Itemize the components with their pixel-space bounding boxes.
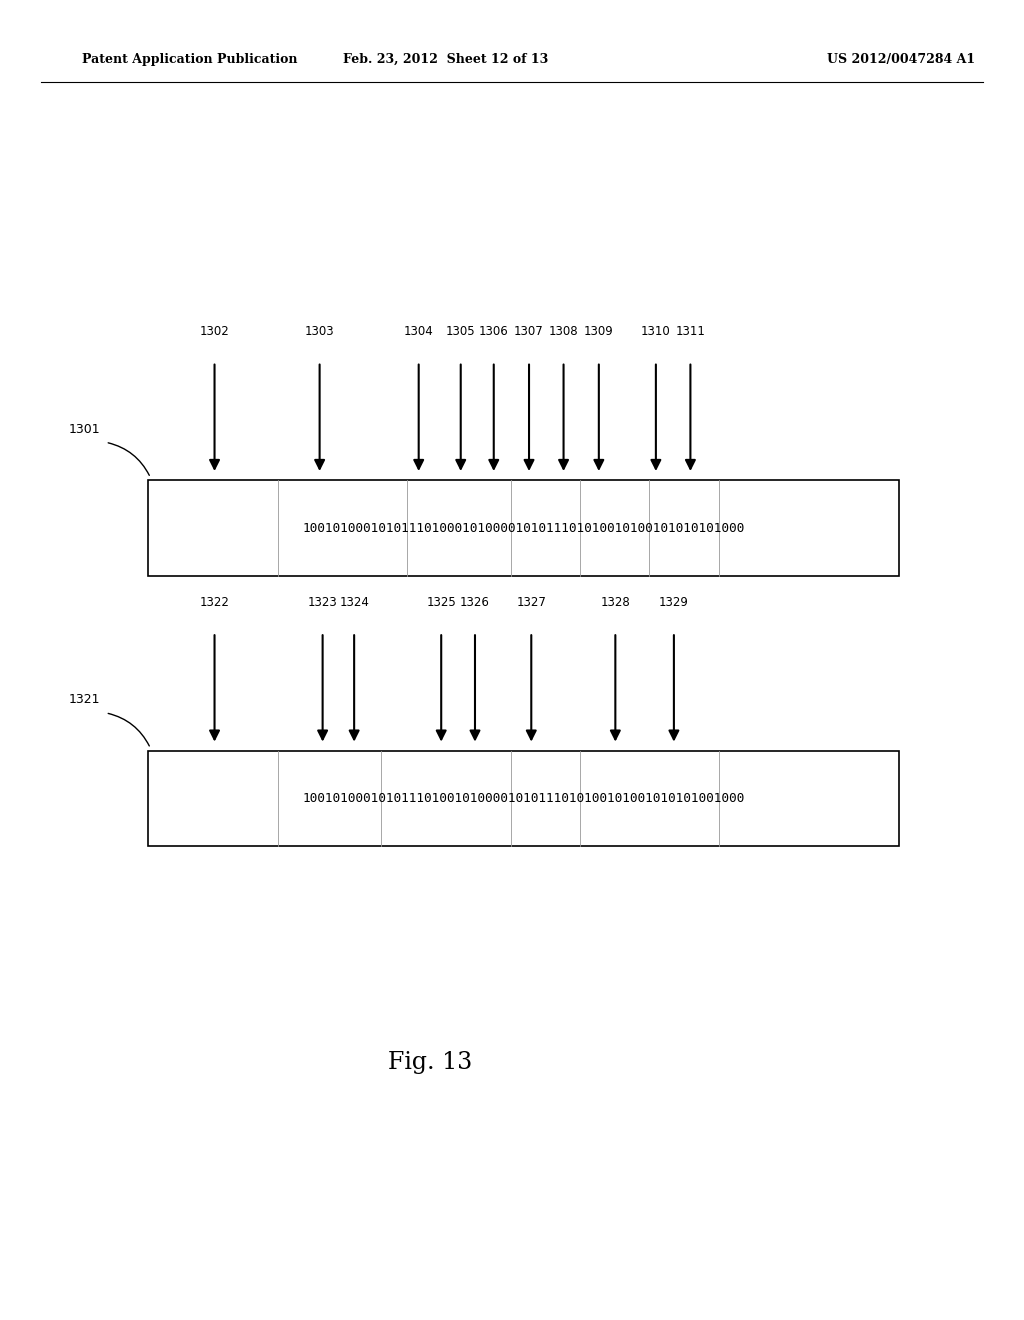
FancyArrowPatch shape bbox=[109, 442, 150, 475]
Text: 1306: 1306 bbox=[479, 325, 509, 338]
Text: 1001010001010111010001010000101011101010010100101010101000: 1001010001010111010001010000101011101010… bbox=[303, 521, 744, 535]
Text: 1311: 1311 bbox=[676, 325, 706, 338]
Text: 1307: 1307 bbox=[514, 325, 544, 338]
Text: 1301: 1301 bbox=[69, 422, 100, 436]
Text: 1305: 1305 bbox=[445, 325, 475, 338]
Text: Patent Application Publication: Patent Application Publication bbox=[82, 53, 297, 66]
Text: 1323: 1323 bbox=[308, 595, 338, 609]
Text: 1328: 1328 bbox=[600, 595, 630, 609]
FancyArrowPatch shape bbox=[109, 713, 150, 746]
Text: 1302: 1302 bbox=[200, 325, 229, 338]
Text: 1327: 1327 bbox=[516, 595, 546, 609]
Text: 1321: 1321 bbox=[69, 693, 100, 706]
Text: 1303: 1303 bbox=[305, 325, 335, 338]
Text: 1308: 1308 bbox=[549, 325, 579, 338]
Text: 1310: 1310 bbox=[641, 325, 671, 338]
Bar bbox=[148, 751, 899, 846]
Text: Feb. 23, 2012  Sheet 12 of 13: Feb. 23, 2012 Sheet 12 of 13 bbox=[343, 53, 548, 66]
Text: 1324: 1324 bbox=[339, 595, 369, 609]
Text: 1304: 1304 bbox=[403, 325, 433, 338]
Text: 1001010001010111010010100001010111010100101001010101001000: 1001010001010111010010100001010111010100… bbox=[303, 792, 744, 805]
Text: 1329: 1329 bbox=[659, 595, 689, 609]
Text: Fig. 13: Fig. 13 bbox=[388, 1051, 472, 1074]
Bar bbox=[148, 480, 899, 576]
Text: 1325: 1325 bbox=[426, 595, 456, 609]
Text: US 2012/0047284 A1: US 2012/0047284 A1 bbox=[827, 53, 975, 66]
Text: 1309: 1309 bbox=[584, 325, 613, 338]
Text: 1326: 1326 bbox=[460, 595, 489, 609]
Text: 1322: 1322 bbox=[200, 595, 229, 609]
